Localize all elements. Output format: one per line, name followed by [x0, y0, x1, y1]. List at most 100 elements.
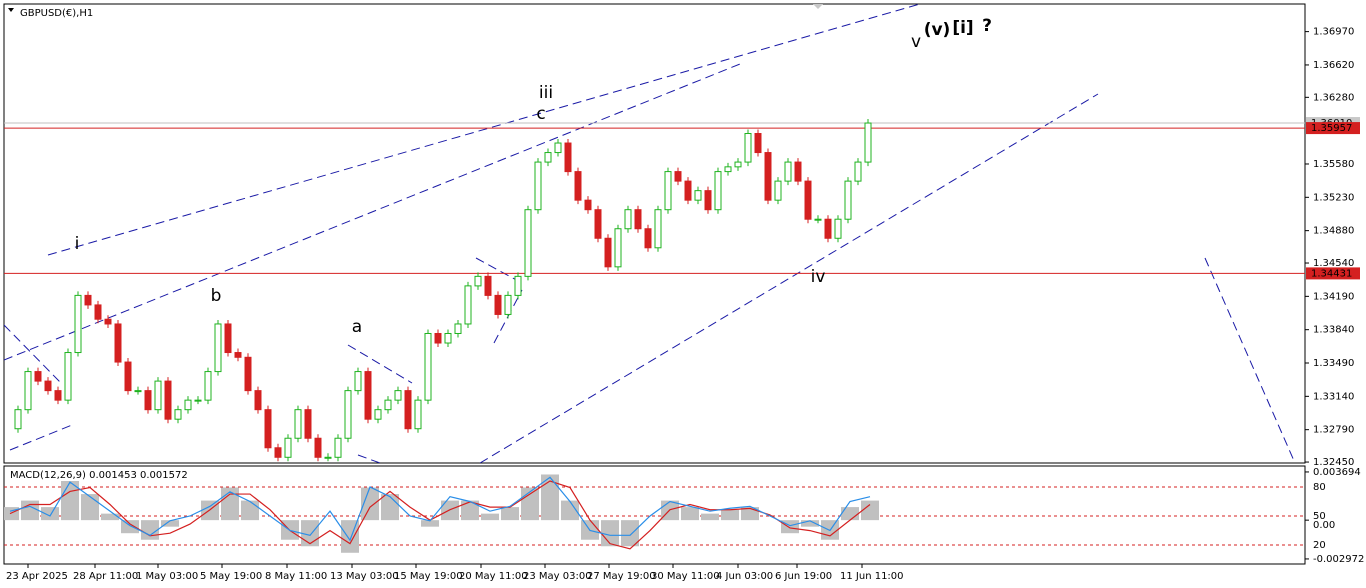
- candle-body: [514, 275, 522, 296]
- macd-bar: [41, 507, 59, 521]
- candle-body: [694, 190, 702, 201]
- trend-line: [475, 257, 521, 283]
- candle-body: [774, 180, 782, 201]
- trend-line: [9, 424, 73, 451]
- candle-body: [744, 133, 752, 163]
- candle-body: [464, 285, 472, 325]
- macd-bar: [421, 520, 439, 527]
- candle-body: [644, 228, 652, 249]
- level-label: 1.35957: [1311, 123, 1352, 134]
- x-tick-label: 20 May 11:00: [459, 571, 528, 582]
- candle-body: [224, 323, 232, 354]
- candle-body: [864, 122, 872, 163]
- x-tick-label: 8 May 11:00: [265, 571, 327, 582]
- wave-label: ?: [982, 16, 992, 36]
- candle-body: [674, 171, 682, 182]
- candle-body: [234, 352, 242, 358]
- candle-body: [324, 456, 332, 459]
- candle-body: [784, 161, 792, 182]
- y-tick-label: 1.36280: [1313, 92, 1354, 103]
- trend-line: [347, 344, 413, 384]
- candle-body: [404, 390, 412, 430]
- candle-body: [284, 437, 292, 458]
- wave-label: a: [352, 317, 362, 337]
- candle-body: [614, 228, 622, 268]
- candle-body: [154, 380, 162, 411]
- candle-body: [74, 294, 82, 354]
- candle-body: [754, 133, 762, 154]
- candle-body: [574, 171, 582, 201]
- candle-body: [854, 161, 862, 182]
- candle-body: [814, 218, 822, 221]
- candle-body: [194, 399, 202, 402]
- macd-bar: [141, 520, 159, 540]
- x-tick-label: 6 Jun 19:00: [775, 571, 832, 582]
- candle-body: [44, 380, 52, 392]
- candle-body: [504, 294, 512, 315]
- trend-line: [479, 93, 1099, 463]
- macd-bar: [541, 474, 559, 521]
- y-tick-label: 1.33140: [1313, 391, 1354, 402]
- y-tick-label: 1.32450: [1313, 457, 1354, 468]
- macd-bar: [861, 500, 879, 521]
- candle-body: [544, 152, 552, 163]
- macd-bar: [841, 507, 859, 521]
- x-tick-label: 4 Jun 03:00: [716, 571, 773, 582]
- candle-body: [664, 171, 672, 211]
- y-tick-label: 1.34190: [1313, 291, 1354, 302]
- level-box: [1306, 122, 1360, 135]
- candle-body: [344, 390, 352, 439]
- y-tick-label: 1.35230: [1313, 192, 1354, 203]
- macd-bar: [501, 507, 519, 521]
- candle-body: [24, 371, 32, 411]
- macd-bar: [301, 520, 319, 547]
- macd-bar: [681, 507, 699, 521]
- candle-body: [94, 304, 102, 320]
- wave-label: iii: [539, 83, 553, 103]
- menu-arrow[interactable]: [8, 8, 14, 12]
- trend-line: [357, 454, 381, 463]
- candle-body: [834, 218, 842, 239]
- candle-body: [334, 437, 342, 458]
- macd-bar: [101, 513, 119, 521]
- wave-label: b: [211, 286, 222, 306]
- candle-body: [364, 371, 372, 420]
- macd-bar: [161, 520, 179, 527]
- candle-body: [724, 166, 732, 173]
- candle-body: [524, 209, 532, 277]
- candle-body: [164, 380, 172, 420]
- macd-bar: [21, 500, 39, 521]
- candle-body: [14, 409, 22, 430]
- y-tick-label: 1.34540: [1313, 258, 1354, 269]
- candle-body: [394, 390, 402, 401]
- y-tick-label: 1.36970: [1313, 27, 1354, 38]
- candle-body: [204, 371, 212, 401]
- candle-body: [424, 332, 432, 401]
- candle-body: [434, 332, 442, 344]
- x-tick-label: 13 May 03:00: [330, 571, 399, 582]
- candle-body: [34, 371, 42, 382]
- candle-body: [584, 199, 592, 211]
- macd-bar: [121, 520, 139, 534]
- candle-body: [484, 275, 492, 296]
- trend-lines: [4, 4, 1296, 463]
- trend-line: [47, 4, 921, 256]
- candle-body: [804, 180, 812, 220]
- candle-body: [554, 142, 562, 154]
- y-tick-label: 1.33840: [1313, 325, 1354, 336]
- x-tick-label: 15 May 19:00: [394, 571, 463, 582]
- wave-label: [i]: [952, 18, 973, 38]
- candle-body: [54, 390, 62, 401]
- oscillator-line: [9, 476, 871, 542]
- candle-body: [294, 409, 302, 439]
- x-tick-label: 11 Jun 11:00: [840, 571, 904, 582]
- x-tick-label: 30 May 11:00: [651, 571, 720, 582]
- x-tick-label: 23 Apr 2025: [6, 571, 68, 582]
- candle-body: [414, 399, 422, 430]
- macd-bar: [361, 487, 379, 521]
- y2-tick-label: 80: [1313, 482, 1326, 493]
- trend-line: [4, 63, 741, 361]
- trend-line: [1204, 257, 1296, 463]
